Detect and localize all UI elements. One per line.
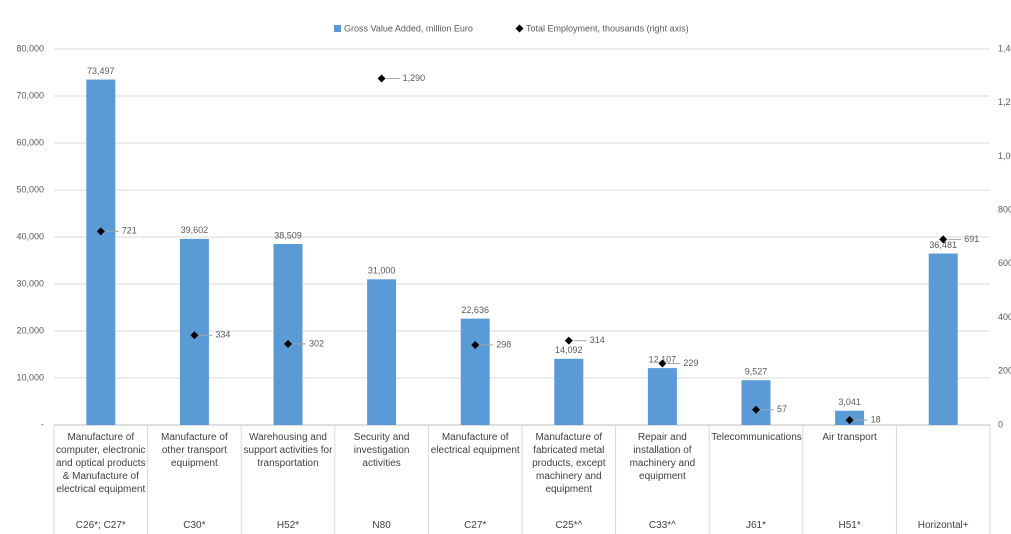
employment-value-label: 57 [777,404,787,414]
y-tick-label: 70,000 [16,90,44,100]
y2-tick-label: 800 [998,205,1011,215]
bar-value-label: 31,000 [368,266,396,276]
employment-marker [377,74,386,83]
y2-tick-label: 1,200 [998,97,1011,107]
bar [928,253,958,425]
x-code-label: H51* [838,520,861,531]
employment-marker [284,339,292,348]
y2-tick-label: 0 [998,419,1003,429]
y2-tick-label: 200 [998,366,1011,376]
bar [86,79,116,426]
x-tick-label: Warehousing and support activities for t… [243,432,333,469]
y-tick-label: 80,000 [16,43,44,53]
bar-value-label: 22,636 [461,305,489,315]
x-tick-label: Manufacture of electrical equipment [430,432,520,456]
x-code-label: C33*^ [648,520,676,531]
bar [554,358,584,425]
x-code-label: H52* [276,520,300,531]
x-tick-label: Repair and installation of machinery and… [629,432,696,482]
y-tick-label: 30,000 [16,278,44,288]
employment-marker [564,336,573,345]
employment-value-label: 721 [122,226,137,236]
bar [647,368,677,425]
x-tick-label: Telecommunications [711,432,802,443]
y2-tick-label: 1,000 [998,151,1011,161]
bar-value-label: 39,602 [181,225,209,235]
y2-tick-label: 400 [998,312,1011,322]
employment-value-label: 314 [590,335,605,345]
y-tick-label: 60,000 [16,137,44,147]
x-code-label: Horizontal+ [917,520,969,531]
x-code-label: C30* [183,520,206,531]
employment-value-label: 229 [683,358,698,368]
bar [367,279,397,425]
bar [460,318,490,425]
employment-value-label: 298 [496,339,511,349]
y2-tick-label: 600 [998,258,1011,268]
y-tick-label: 10,000 [16,372,44,382]
x-tick-label: Manufacture of other transport equipment [161,432,228,469]
legend-swatch [515,24,524,33]
bar-value-label: 73,497 [87,66,115,76]
employment-marker [752,405,760,414]
bar-value-label: 3,041 [838,397,861,407]
y-tick-label: - [41,419,44,429]
employment-value-label: 691 [964,234,979,244]
legend-swatch [334,25,341,32]
x-tick-label: Security and investigation activities [353,432,410,469]
employment-marker [939,235,948,244]
legend-label: Total Employment, thousands (right axis) [526,23,689,33]
y-tick-label: 50,000 [16,184,44,194]
x-code-label: C27* [464,520,487,531]
bar-value-label: 14,092 [555,345,583,355]
employment-value-label: 18 [871,415,881,425]
employment-value-label: 1,290 [403,73,426,83]
bar [741,380,771,425]
employment-marker [96,227,105,236]
legend-label: Gross Value Added, million Euro [344,23,473,33]
employment-value-label: 334 [215,330,230,340]
employment-marker [471,340,480,349]
bar-value-label: 12,107 [649,354,677,364]
y2-tick-label: 1,400 [998,43,1011,53]
x-tick-label: Manufacture of fabricated metal products… [532,432,606,495]
x-tick-label: Air transport [822,432,877,443]
bar-value-label: 36,481 [929,240,957,250]
bar-value-label: 9,527 [745,367,768,377]
x-code-label: N80 [372,520,391,531]
employment-marker [190,331,199,340]
y-tick-label: 40,000 [16,231,44,241]
employment-value-label: 302 [309,338,324,348]
bar [273,244,303,425]
employment-marker [658,359,667,368]
x-code-label: J61* [745,520,766,531]
bar-value-label: 38,509 [274,230,302,240]
employment-marker [845,416,854,425]
x-tick-label: Manufacture of computer, electronic and … [56,432,146,495]
y-tick-label: 20,000 [16,325,44,335]
x-code-label: C25*^ [555,520,583,531]
x-code-label: C26*; C27* [75,520,126,531]
